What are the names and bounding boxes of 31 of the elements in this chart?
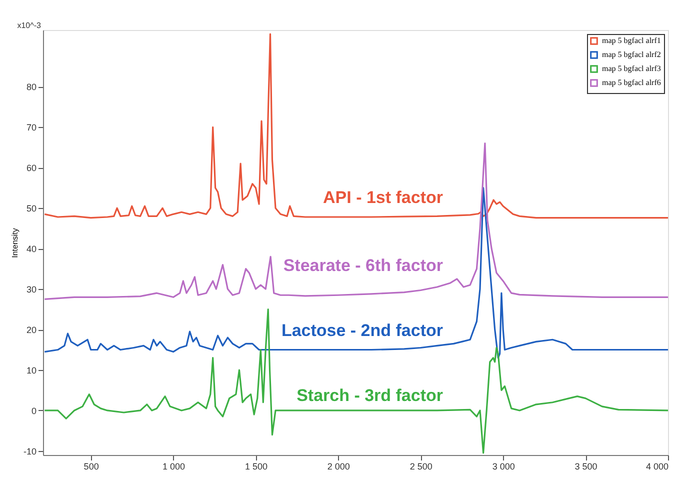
y-tick-label: 60	[26, 163, 36, 174]
annotation: Starch - 3rd factor	[296, 386, 444, 405]
legend-label: map 5 bgfacl alrf1	[602, 36, 661, 45]
y-tick-label: 10	[26, 366, 36, 376]
annotation: Lactose - 2nd factor	[281, 321, 444, 340]
legend-label: map 5 bgfacl alrf6	[602, 78, 661, 87]
y-axis-title: Intensity	[10, 228, 20, 258]
y-tick-label: 30	[26, 284, 36, 295]
annotation: Stearate - 6th factor	[283, 256, 444, 275]
y-tick-label: 0	[31, 406, 36, 416]
line-series	[44, 142, 668, 300]
line-series	[44, 187, 668, 359]
y-tick-label: 50	[26, 204, 36, 214]
y-tick-label: 70	[26, 122, 36, 133]
annotation: API - 1st factor	[323, 188, 444, 207]
x-tick-label: 1 000	[162, 462, 186, 472]
y-tick-label: -10	[23, 446, 36, 456]
x-tick-label: 1 500	[244, 462, 268, 472]
legend-label: map 5 bgfacl alrf3	[602, 64, 661, 73]
legend-label: map 5 bgfacl alrf2	[602, 50, 661, 59]
x-tick-label: 3 500	[574, 462, 598, 472]
y-tick-label: 20	[26, 325, 36, 336]
line-series	[44, 33, 668, 219]
text: x10^-3	[17, 21, 42, 30]
y-tick-label: 40	[26, 244, 36, 254]
y-tick-label: 80	[26, 82, 36, 92]
x-tick-label: 2 500	[410, 462, 432, 472]
x-tick-label: 2 000	[327, 462, 350, 472]
x-tick-label: 4 000	[646, 462, 668, 472]
x-tick-label: 3 000	[492, 462, 515, 472]
x-tick-label: 500	[84, 462, 99, 472]
